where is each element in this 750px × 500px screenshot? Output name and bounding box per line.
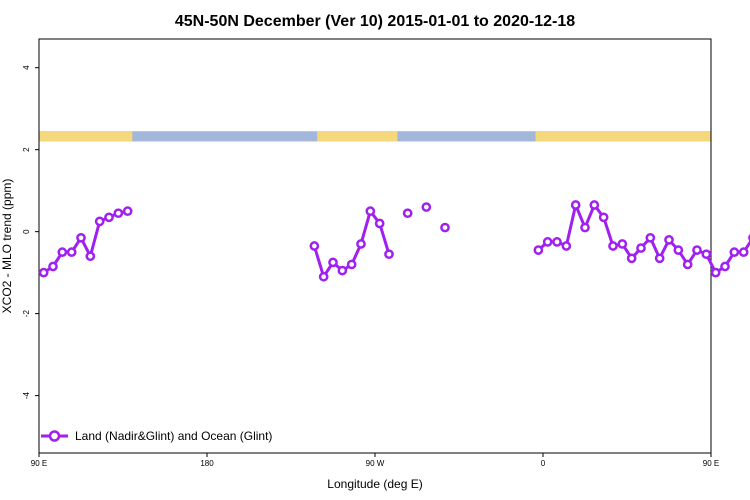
data-point — [94, 216, 105, 227]
data-point — [673, 245, 684, 255]
data-point — [589, 200, 600, 210]
series-line — [537, 203, 750, 275]
data-point — [729, 247, 740, 257]
data-point — [85, 251, 96, 262]
data-point — [374, 218, 385, 229]
legend-label: Land (Nadir&Glint) and Ocean (Glint) — [75, 429, 272, 443]
data-point — [570, 200, 581, 210]
legend-marker-swatch — [48, 430, 61, 442]
data-point — [598, 212, 609, 223]
y-axis: 4 2 0 -2 -4 — [22, 65, 39, 399]
data-point — [66, 247, 77, 257]
map-land — [39, 131, 133, 142]
x-axis: 90 E 180 90 W 0 90 E — [31, 453, 719, 468]
x-tick-label: 0 — [541, 459, 546, 468]
data-point — [608, 241, 618, 251]
data-point — [710, 267, 721, 278]
data-point — [402, 208, 413, 219]
data-point — [337, 265, 348, 276]
map-land — [535, 131, 711, 142]
data-point — [57, 247, 68, 257]
data-point — [113, 208, 124, 219]
data-point — [356, 239, 366, 249]
data-point — [122, 206, 133, 217]
data-point — [720, 261, 730, 272]
y-tick-label: -4 — [22, 392, 31, 400]
data-point — [542, 237, 553, 247]
series-line — [42, 209, 128, 274]
data-point — [384, 249, 394, 260]
data-point — [580, 222, 590, 233]
data-point — [533, 245, 544, 255]
data-point — [104, 212, 114, 223]
data-point — [561, 241, 572, 251]
map-strip — [39, 131, 711, 142]
data-point — [318, 271, 329, 282]
data-point — [617, 239, 628, 249]
map-land — [317, 131, 398, 142]
data-point — [552, 237, 562, 247]
y-tick-label: 0 — [22, 229, 31, 234]
x-axis-label: Longitude (deg E) — [327, 477, 422, 491]
x-tick-label: 90 E — [703, 459, 719, 468]
data-point — [346, 259, 357, 270]
data-point — [440, 222, 450, 233]
data-point — [421, 202, 432, 212]
series-layer — [38, 200, 750, 282]
data-point — [328, 257, 338, 268]
chart-title: 45N-50N December (Ver 10) 2015-01-01 to … — [175, 13, 575, 30]
data-point — [309, 241, 320, 251]
data-point — [664, 235, 674, 245]
data-point — [682, 259, 693, 270]
data-point — [48, 261, 58, 272]
data-point — [636, 243, 646, 253]
data-point — [654, 253, 665, 264]
data-point — [76, 232, 86, 243]
y-tick-label: 4 — [22, 65, 31, 70]
legend: Land (Nadir&Glint) and Ocean (Glint) — [41, 429, 272, 443]
data-point — [738, 247, 749, 257]
y-tick-label: 2 — [22, 147, 31, 152]
data-point — [38, 267, 49, 278]
data-point — [626, 253, 637, 264]
y-tick-label: -2 — [22, 310, 31, 318]
y-axis-label: XCO2 - MLO trend (ppm) — [0, 179, 14, 314]
data-point — [701, 249, 712, 260]
data-point — [365, 206, 376, 217]
x-tick-label: 90 E — [31, 459, 47, 468]
x-tick-label: 180 — [200, 459, 214, 468]
data-point — [645, 232, 656, 243]
data-point — [692, 245, 702, 255]
x-tick-label: 90 W — [366, 459, 385, 468]
